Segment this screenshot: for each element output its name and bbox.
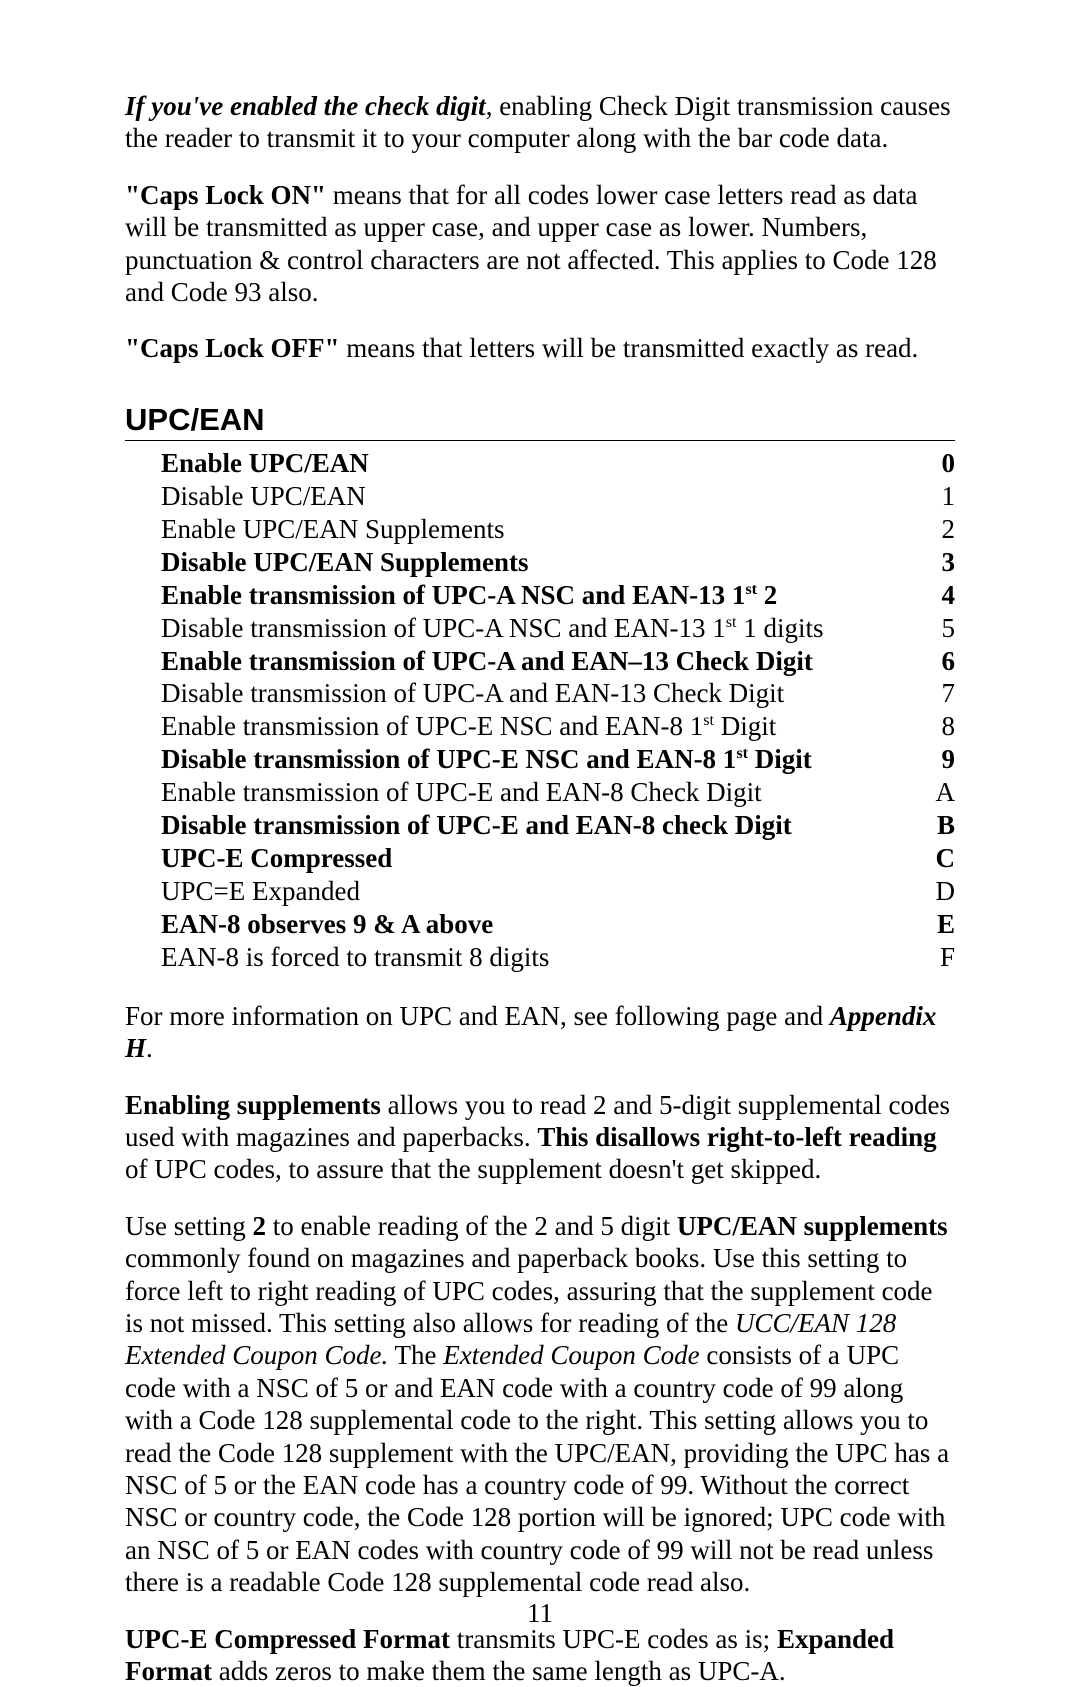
option-label: Enable UPC/EAN	[161, 447, 930, 480]
option-label: UPC-E Compressed	[161, 842, 924, 875]
paragraph-enabling-supplements: Enabling supplements allows you to read …	[125, 1089, 955, 1186]
option-code: B	[925, 809, 955, 842]
option-code: D	[924, 875, 956, 908]
option-row: Disable transmission of UPC-E NSC and EA…	[161, 743, 955, 776]
lead-phrase: "Caps Lock OFF"	[125, 333, 340, 363]
section-rule	[125, 440, 955, 441]
lead-phrase: "Caps Lock ON"	[125, 180, 326, 210]
option-row: Enable transmission of UPC-A NSC and EAN…	[161, 579, 955, 612]
bold-phrase: UPC/EAN supplements	[677, 1211, 948, 1241]
text: The	[388, 1340, 443, 1370]
text: For more information on UPC and EAN, see…	[125, 1001, 830, 1031]
option-row: EAN-8 is forced to transmit 8 digitsF	[161, 941, 955, 974]
option-code: C	[924, 842, 956, 875]
option-row: Disable transmission of UPC-E and EAN-8 …	[161, 809, 955, 842]
options-table: Enable UPC/EAN0Disable UPC/EAN1Enable UP…	[161, 447, 955, 974]
option-code: 0	[930, 447, 956, 480]
option-label: Disable transmission of UPC-A NSC and EA…	[161, 612, 930, 645]
option-code: 4	[930, 579, 956, 612]
option-label: UPC=E Expanded	[161, 875, 924, 908]
option-label: Disable transmission of UPC-E NSC and EA…	[161, 743, 930, 776]
option-label: Enable UPC/EAN Supplements	[161, 513, 930, 546]
bold-phrase: This disallows right-to-left reading	[537, 1122, 936, 1152]
paragraph-compressed-format: UPC-E Compressed Format transmits UPC-E …	[125, 1623, 955, 1687]
option-label: EAN-8 observes 9 & A above	[161, 908, 925, 941]
lead-phrase: Enabling supplements	[125, 1090, 381, 1120]
option-row: UPC=E ExpandedD	[161, 875, 955, 908]
option-code: 7	[930, 677, 956, 710]
paragraph-capslock-off: "Caps Lock OFF" means that letters will …	[125, 332, 955, 364]
text: .	[146, 1033, 153, 1063]
section-title-upcean: UPC/EAN	[125, 401, 955, 438]
text: to enable reading of the 2 and 5 digit	[266, 1211, 677, 1241]
option-row: Enable transmission of UPC-E NSC and EAN…	[161, 710, 955, 743]
option-label: Enable transmission of UPC-A NSC and EAN…	[161, 579, 930, 612]
text: adds zeros to make them the same length …	[212, 1656, 786, 1686]
option-code: E	[925, 908, 955, 941]
paragraph-capslock-on: "Caps Lock ON" means that for all codes …	[125, 179, 955, 309]
option-label: Enable transmission of UPC-E and EAN-8 C…	[161, 776, 924, 809]
option-row: UPC-E CompressedC	[161, 842, 955, 875]
document-page: If you've enabled the check digit, enabl…	[0, 0, 1080, 1669]
option-row: Enable UPC/EAN Supplements2	[161, 513, 955, 546]
option-row: Disable transmission of UPC-A and EAN-13…	[161, 677, 955, 710]
option-code: 6	[930, 645, 956, 678]
option-row: Enable transmission of UPC-A and EAN–13 …	[161, 645, 955, 678]
text: consists of a UPC code with a NSC of 5 o…	[125, 1340, 949, 1597]
lead-phrase: If you've enabled the check digit	[125, 91, 486, 121]
option-row: EAN-8 observes 9 & A aboveE	[161, 908, 955, 941]
option-row: Disable UPC/EAN1	[161, 480, 955, 513]
option-row: Disable transmission of UPC-A NSC and EA…	[161, 612, 955, 645]
bold-phrase: 2	[253, 1211, 267, 1241]
option-label: Disable transmission of UPC-A and EAN-13…	[161, 677, 930, 710]
option-row: Enable transmission of UPC-E and EAN-8 C…	[161, 776, 955, 809]
option-code: A	[924, 776, 956, 809]
option-code: 8	[930, 710, 956, 743]
text: of UPC codes, to assure that the supplem…	[125, 1154, 821, 1184]
paragraph-setting-2: Use setting 2 to enable reading of the 2…	[125, 1210, 955, 1599]
option-code: 1	[930, 480, 956, 513]
option-label: Disable UPC/EAN Supplements	[161, 546, 930, 579]
option-row: Enable UPC/EAN0	[161, 447, 955, 480]
text: Use setting	[125, 1211, 253, 1241]
paragraph-check-digit: If you've enabled the check digit, enabl…	[125, 90, 955, 155]
option-code: F	[928, 941, 955, 974]
option-code: 5	[930, 612, 956, 645]
option-code: 3	[930, 546, 956, 579]
italic-phrase: Extended Coupon Code	[443, 1340, 699, 1370]
paragraph-more-info: For more information on UPC and EAN, see…	[125, 1000, 955, 1065]
option-label: Disable transmission of UPC-E and EAN-8 …	[161, 809, 925, 842]
option-code: 9	[930, 743, 956, 776]
page-number: 11	[0, 1597, 1080, 1629]
option-label: EAN-8 is forced to transmit 8 digits	[161, 941, 928, 974]
body-text: means that letters will be transmitted e…	[340, 333, 919, 363]
option-code: 2	[930, 513, 956, 546]
option-row: Disable UPC/EAN Supplements3	[161, 546, 955, 579]
option-label: Enable transmission of UPC-E NSC and EAN…	[161, 710, 930, 743]
option-label: Enable transmission of UPC-A and EAN–13 …	[161, 645, 930, 678]
option-label: Disable UPC/EAN	[161, 480, 930, 513]
